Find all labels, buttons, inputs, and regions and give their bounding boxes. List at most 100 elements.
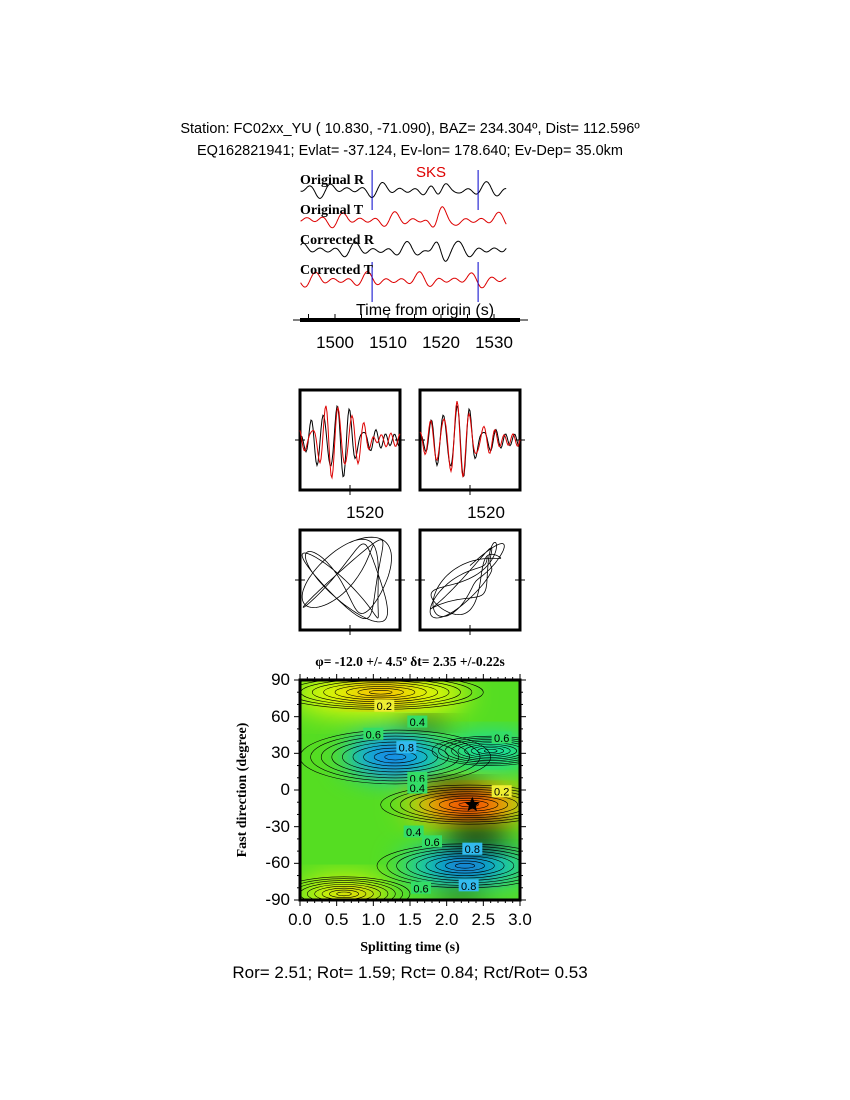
contour-line bbox=[464, 744, 518, 758]
contour-line bbox=[454, 863, 476, 869]
event-header: EQ162821941; Evlat= -37.124, Ev-lon= 178… bbox=[196, 143, 624, 159]
contour-line bbox=[314, 885, 374, 900]
contour-line bbox=[409, 791, 520, 818]
contour-label-box bbox=[458, 879, 479, 892]
energy-region bbox=[432, 854, 498, 877]
y-tick-label: 60 bbox=[271, 706, 290, 726]
contour-line bbox=[373, 750, 417, 764]
particle-motion-curve bbox=[429, 542, 505, 619]
contour-label: 0.8 bbox=[465, 844, 480, 856]
contour-line bbox=[336, 891, 352, 897]
contour-label-box bbox=[411, 881, 431, 894]
contour-line bbox=[300, 729, 491, 785]
contour-label-box bbox=[491, 785, 512, 798]
contour-label: 0.6 bbox=[424, 837, 439, 849]
contour-line bbox=[300, 876, 411, 900]
waveform-panels bbox=[295, 388, 525, 635]
contour-line bbox=[380, 784, 520, 825]
contour-line bbox=[307, 884, 381, 900]
ratio-summary: Ror= 2.51; Rot= 1.59; Rct= 0.84; Rct/Rot… bbox=[232, 963, 588, 982]
contour-line bbox=[346, 686, 416, 699]
seismogram-traces bbox=[293, 170, 528, 322]
contour-line bbox=[445, 860, 485, 871]
particle-motion-panel bbox=[298, 528, 402, 632]
contour-label-box bbox=[374, 699, 395, 712]
contour-label-box bbox=[407, 715, 428, 728]
contour-line bbox=[368, 690, 393, 695]
radial-waveform bbox=[299, 404, 401, 478]
contour-label: 0.4 bbox=[410, 717, 425, 729]
time-axis-label: Time from origin (s) bbox=[356, 302, 495, 319]
contour-line bbox=[300, 878, 403, 900]
x-tick-label: 0.5 bbox=[324, 910, 349, 929]
x-axis-label: Splitting time (s) bbox=[360, 940, 460, 955]
contour-line bbox=[300, 880, 396, 900]
y-tick-label: -90 bbox=[265, 890, 290, 909]
x-tick-label: 2.5 bbox=[471, 910, 496, 929]
y-tick-label: -30 bbox=[265, 816, 290, 836]
best-fit-star-icon bbox=[464, 796, 480, 812]
contour-label: 0.2 bbox=[494, 787, 509, 799]
contour-line bbox=[419, 793, 518, 816]
transverse-waveform bbox=[299, 405, 401, 480]
radial-waveform bbox=[419, 404, 521, 478]
contour-line bbox=[431, 735, 520, 766]
contour-line bbox=[444, 739, 520, 763]
particle-motion-curve bbox=[301, 536, 392, 623]
x-tick-label: 3.0 bbox=[508, 910, 532, 929]
trace-corrected-t bbox=[300, 270, 507, 289]
panel-tick-right: 1520 bbox=[467, 503, 505, 522]
contour-label-box bbox=[491, 731, 512, 744]
x-tick-label: 1.5 bbox=[398, 910, 422, 929]
contour-label-box bbox=[363, 727, 384, 740]
energy-region bbox=[344, 682, 418, 702]
y-tick-label: 90 bbox=[271, 670, 290, 689]
contour-line bbox=[477, 747, 505, 755]
contour-line bbox=[331, 738, 460, 776]
energy-region bbox=[435, 890, 488, 900]
y-axis-label: Fast direction (degree) bbox=[235, 722, 250, 858]
panel-tick-left: 1520 bbox=[346, 503, 384, 522]
particle-motion-panel bbox=[418, 528, 522, 632]
x-tick-label: 2.0 bbox=[434, 910, 459, 929]
contour-line bbox=[435, 858, 495, 874]
splitting-result-title: φ= -12.0 +/- 4.5º δt= 2.35 +/-0.22s bbox=[315, 654, 505, 669]
trace-label-original-r: Original R bbox=[300, 173, 365, 188]
phase-label-sks: SKS bbox=[416, 164, 447, 181]
y-tick-label: 30 bbox=[271, 743, 290, 763]
contour-line bbox=[384, 753, 407, 761]
contour-line bbox=[425, 855, 505, 876]
contour-label-box bbox=[396, 741, 417, 754]
contour-line bbox=[438, 737, 520, 765]
y-tick-label: 0 bbox=[280, 780, 290, 799]
trace-label-corrected-t: Corrected T bbox=[300, 263, 373, 278]
contour-line bbox=[329, 889, 359, 898]
time-tick-1530: 1530 bbox=[475, 333, 513, 352]
contour-line bbox=[363, 747, 428, 767]
trace-label-corrected-r: Corrected R bbox=[300, 233, 374, 248]
contour-label: 0.4 bbox=[410, 783, 425, 795]
contour-label: 0.8 bbox=[461, 881, 476, 893]
trace-original-t bbox=[300, 206, 507, 229]
trace-label-original-t: Original T bbox=[300, 203, 364, 218]
contour-line bbox=[451, 740, 520, 761]
contour-line bbox=[300, 882, 389, 900]
contour-label: 0.6 bbox=[413, 883, 428, 895]
contour-line bbox=[357, 688, 404, 697]
time-tick-1520: 1520 bbox=[422, 333, 460, 352]
time-tick-1500: 1500 bbox=[316, 333, 354, 352]
contour-label: 0.6 bbox=[494, 733, 509, 745]
y-tick-label: -60 bbox=[265, 853, 290, 873]
contour-line bbox=[390, 786, 520, 823]
trace-corrected-r bbox=[300, 240, 507, 262]
x-tick-label: 0.0 bbox=[288, 910, 312, 929]
contour-label: 0.4 bbox=[406, 827, 421, 839]
contour-line bbox=[483, 748, 498, 753]
contour-label-box bbox=[462, 842, 483, 855]
energy-grid-axes: 0.20.40.60.80.60.60.4 0.20.40.60.80.80.6 bbox=[294, 674, 526, 906]
energy-region bbox=[443, 825, 509, 848]
waveform-panel bbox=[298, 388, 402, 492]
station-header: Station: FC02xx_YU ( 10.830, -71.090), B… bbox=[180, 121, 640, 137]
contour-label: 0.8 bbox=[399, 743, 414, 755]
